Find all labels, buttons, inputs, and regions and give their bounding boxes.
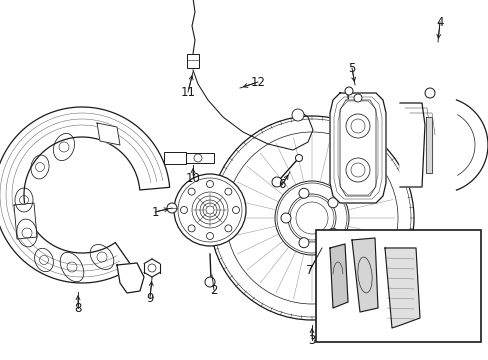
Polygon shape xyxy=(14,203,37,239)
Circle shape xyxy=(206,180,213,188)
Circle shape xyxy=(224,188,231,195)
Polygon shape xyxy=(384,248,419,328)
Polygon shape xyxy=(425,117,431,173)
Circle shape xyxy=(424,88,434,98)
Circle shape xyxy=(180,207,187,213)
Circle shape xyxy=(209,116,413,320)
Bar xyxy=(185,153,214,163)
Polygon shape xyxy=(329,244,347,308)
Polygon shape xyxy=(439,100,487,190)
Text: 12: 12 xyxy=(250,76,265,89)
Text: 5: 5 xyxy=(347,62,355,75)
Circle shape xyxy=(345,87,352,95)
Circle shape xyxy=(327,228,337,238)
Text: 1: 1 xyxy=(151,206,159,219)
Circle shape xyxy=(298,188,308,198)
Circle shape xyxy=(353,94,361,102)
Circle shape xyxy=(346,114,369,138)
Circle shape xyxy=(143,260,160,276)
Text: 3: 3 xyxy=(307,333,315,346)
Circle shape xyxy=(232,207,239,213)
Circle shape xyxy=(224,225,231,232)
Polygon shape xyxy=(0,107,169,283)
Circle shape xyxy=(274,181,348,255)
Text: 7: 7 xyxy=(305,264,313,276)
Circle shape xyxy=(167,203,177,213)
Circle shape xyxy=(298,238,308,248)
Polygon shape xyxy=(329,93,385,203)
Bar xyxy=(186,54,199,68)
Circle shape xyxy=(174,174,245,246)
Text: 9: 9 xyxy=(146,292,153,305)
Circle shape xyxy=(206,233,213,239)
Polygon shape xyxy=(117,263,143,293)
Text: 11: 11 xyxy=(180,85,195,99)
Circle shape xyxy=(287,194,335,242)
Text: 6: 6 xyxy=(278,179,285,192)
Bar xyxy=(163,152,185,164)
Circle shape xyxy=(271,177,282,187)
Polygon shape xyxy=(399,103,424,187)
Circle shape xyxy=(281,213,290,223)
Circle shape xyxy=(327,198,337,208)
Text: 2: 2 xyxy=(210,284,217,297)
Polygon shape xyxy=(97,123,120,145)
Circle shape xyxy=(204,277,215,287)
Text: 10: 10 xyxy=(185,171,200,184)
Circle shape xyxy=(295,154,302,162)
Circle shape xyxy=(291,109,304,121)
Circle shape xyxy=(188,188,195,195)
Polygon shape xyxy=(351,238,377,312)
Circle shape xyxy=(188,225,195,232)
Bar xyxy=(315,230,480,342)
Text: 8: 8 xyxy=(74,302,81,315)
Text: 4: 4 xyxy=(435,15,443,28)
Polygon shape xyxy=(339,100,375,196)
Circle shape xyxy=(346,158,369,182)
